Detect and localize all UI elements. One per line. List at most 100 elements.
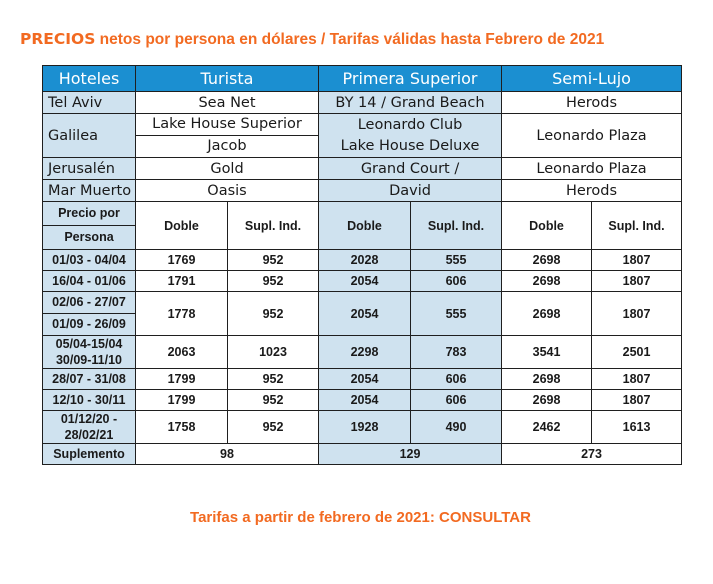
primera-hotel: David [318,179,503,202]
doble-header: Doble [318,201,412,250]
date-range: 05/04-15/04 30/09-11/10 [42,335,136,369]
rate-row: 28/07 - 31/08 1799 952 2054 606 2698 1807 [42,368,683,390]
date-line: 28/02/21 [64,428,114,442]
header-row: Hoteles Turista Primera Superior Semi-Lu… [42,65,683,92]
doble-price: 1791 [135,270,228,292]
hotel-row: Jerusalén Gold Grand Court / Leonardo Plaza [42,157,683,180]
doble-price: 2054 [318,291,412,336]
supl-price: 1807 [591,368,683,390]
supl-price: 783 [410,335,503,369]
date-range: 02/06 - 27/07 01/09 - 26/09 [42,291,136,336]
doble-price: 1769 [135,249,228,271]
doble-price: 1799 [135,368,228,390]
col-semi: Semi-Lujo [501,65,683,92]
primera-hotel: Leonardo Club Lake House Deluxe [318,113,503,158]
supl-price: 952 [226,249,320,271]
suplemento-label: Suplemento [42,443,136,465]
supl-price: 1807 [591,389,683,411]
city-label: Galilea [42,113,136,158]
date-range: 16/04 - 01/06 [42,270,136,292]
doble-price: 2063 [135,335,228,369]
supl-price: 1023 [226,335,320,369]
date-range: 01/03 - 04/04 [42,249,136,271]
footer-note: Tarifas a partir de febrero de 2021: CON… [190,509,531,526]
precio-por-persona: Precio por Persona [42,201,136,250]
supl-price: 606 [410,270,503,292]
rate-row: 01/03 - 04/04 1769 952 2028 555 2698 1807 [42,249,683,271]
heading-text: netos por persona en dólares / Tarifas v… [95,31,605,48]
supl-price: 606 [410,389,503,411]
supl-price: 1807 [591,270,683,292]
rate-row: 01/12/20 - 28/02/21 1758 952 1928 490 2462 1613 [42,410,683,444]
semi-hotel: Leonardo Plaza [501,157,683,180]
semi-hotel: Herods [501,179,683,202]
turista-hotel: Oasis [134,179,320,202]
doble-price: 2698 [501,270,593,292]
supl-price: 555 [410,291,503,336]
city-label: Mar Muerto [42,179,136,202]
doble-price: 2698 [501,368,593,390]
city-label: Jerusalén [42,157,136,180]
date-line: 01/09 - 26/09 [43,313,135,335]
primera-hotel: Grand Court / [318,157,503,180]
date-range: 12/10 - 30/11 [42,389,136,411]
hotel-row: Tel Aviv Sea Net BY 14 / Grand Beach Herods [42,91,683,114]
rate-row: 05/04-15/04 30/09-11/10 2063 1023 2298 783 354… [42,335,683,369]
supl-price: 952 [226,368,320,390]
hotel-row: Galilea Lake House Superior Jacob Leonardo … [42,113,683,158]
suplemento-value: 129 [318,443,503,465]
date-line: 28/07 - 31/08 [52,372,126,386]
doble-header: Doble [501,201,593,250]
doble-price: 2698 [501,291,593,336]
date-line: 16/04 - 01/06 [52,274,126,288]
precio-line: Persona [43,225,135,249]
date-range: 28/07 - 31/08 [42,368,136,390]
city-label: Tel Aviv [42,91,136,114]
primera-hotel-line: Leonardo Club [357,116,463,133]
page-heading: PRECIOS netos por persona en dólares / T… [20,30,604,49]
doble-price: 2698 [501,389,593,411]
supl-price: 555 [410,249,503,271]
date-line: 02/06 - 27/07 [52,295,126,309]
supl-price: 952 [226,389,320,411]
turista-hotel-line: Jacob [136,135,318,157]
date-range: 01/12/20 - 28/02/21 [42,410,136,444]
turista-hotel: Sea Net [134,91,320,114]
col-turista: Turista [134,65,320,92]
doble-header: Doble [135,201,228,250]
turista-hotel: Gold [134,157,320,180]
doble-price: 1799 [135,389,228,411]
doble-price: 2462 [501,410,593,444]
col-primera: Primera Superior [318,65,503,92]
date-line: 01/12/20 - [60,412,118,426]
doble-price: 2698 [501,249,593,271]
suplemento-row: Suplemento 98 129 273 [42,443,683,465]
suplemento-value: 98 [134,443,320,465]
doble-price: 2298 [318,335,412,369]
supl-price: 952 [226,410,320,444]
doble-price: 2054 [318,270,412,292]
doble-price: 1778 [135,291,228,336]
price-header-row: Precio por Persona Doble Supl. Ind. Doble Sup… [42,201,683,250]
supl-price: 1807 [591,291,683,336]
supl-price: 952 [226,270,320,292]
semi-hotel: Leonardo Plaza [501,113,683,158]
rate-row: 12/10 - 30/11 1799 952 2054 606 2698 1807 [42,389,683,411]
supl-header: Supl. Ind. [226,201,320,250]
doble-price: 2028 [318,249,412,271]
supl-header: Supl. Ind. [410,201,503,250]
rates-table: Hoteles Turista Primera Superior Semi-Lu… [42,65,683,465]
supl-price: 490 [410,410,503,444]
supl-price: 1613 [591,410,683,444]
doble-price: 1928 [318,410,412,444]
supl-price: 1807 [591,249,683,271]
heading-prefix: PRECIOS [20,30,96,48]
date-line: 05/04-15/04 [55,337,123,351]
suplemento-value: 273 [501,443,683,465]
rate-row: 02/06 - 27/07 01/09 - 26/09 1778 952 2054 555… [42,291,683,336]
precio-line: Precio por [58,206,120,220]
semi-hotel: Herods [501,91,683,114]
date-line: 30/09-11/10 [55,353,123,367]
turista-hotel-line: Lake House Superior [152,116,302,132]
supl-price: 606 [410,368,503,390]
